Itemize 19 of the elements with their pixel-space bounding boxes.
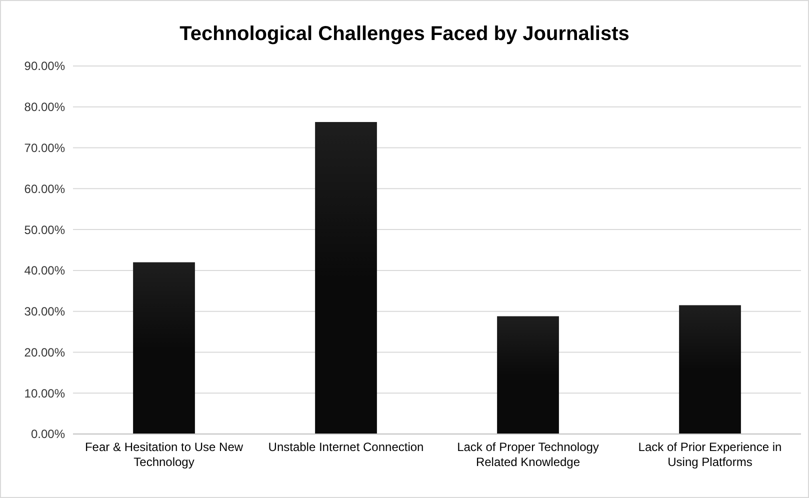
y-tick-label: 90.00% [24,59,66,74]
x-tick-label: Lack of Prior Experience in Using Platforms [638,440,782,469]
x-tick-label: Unstable Internet Connection [268,440,424,454]
bar [679,305,741,434]
y-tick-label: 30.00% [24,304,66,319]
x-tick-label: Lack of Proper Technology Related Knowledge [457,440,599,469]
bar [133,262,195,434]
bar [497,316,559,434]
bar [315,122,377,434]
y-tick-label: 80.00% [24,100,66,114]
y-tick-label: 60.00% [24,182,66,196]
y-tick-label: 10.00% [24,386,66,400]
y-tick-label: 70.00% [24,140,66,155]
y-tick-label: 40.00% [24,264,66,278]
y-tick-label: 20.00% [24,345,66,360]
y-tick-label: 0.00% [30,427,66,442]
x-tick-label: Fear & Hesitation to Use New Technology [84,440,244,469]
chart-title: Technological Challenges Faced by Journalists [180,23,630,45]
y-tick-label: 50.00% [24,222,66,237]
